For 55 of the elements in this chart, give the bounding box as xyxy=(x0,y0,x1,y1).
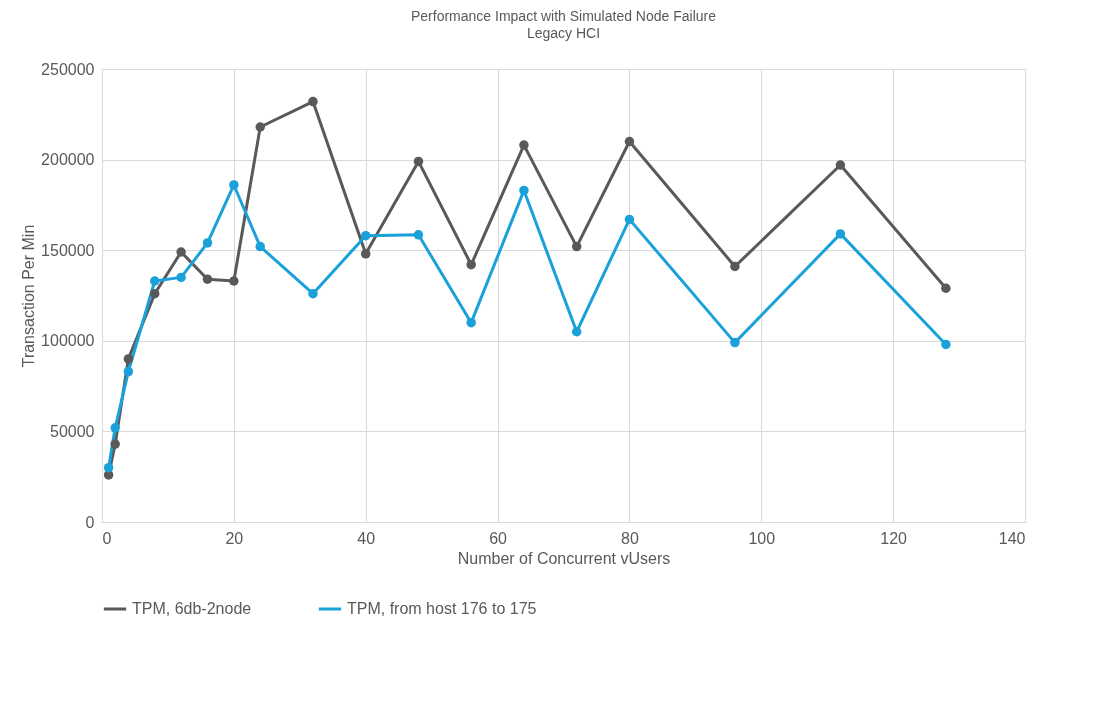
point xyxy=(255,241,265,252)
point xyxy=(413,156,424,167)
point xyxy=(255,122,265,132)
point xyxy=(519,140,529,150)
point xyxy=(103,462,114,473)
point xyxy=(202,274,213,284)
point xyxy=(229,180,239,190)
x-tick-label: 40 xyxy=(357,529,376,547)
y-tick-label: 0 xyxy=(85,513,95,531)
x-tick-label: 120 xyxy=(880,529,908,547)
point xyxy=(466,259,476,270)
point xyxy=(110,439,120,449)
point xyxy=(413,230,424,240)
point xyxy=(123,354,134,364)
point xyxy=(835,160,846,170)
point xyxy=(941,339,951,350)
point xyxy=(624,214,635,225)
point xyxy=(571,327,582,337)
x-tick-label: 80 xyxy=(621,529,639,547)
x-tick-label: 140 xyxy=(998,529,1026,547)
x-axis-title: Number of Concurrent vUsers xyxy=(457,549,671,567)
legend-label: TPM, 6db-2node xyxy=(132,600,252,617)
point xyxy=(624,136,635,147)
point xyxy=(308,96,318,107)
y-tick-label: 100000 xyxy=(41,332,95,350)
point xyxy=(150,288,160,299)
point xyxy=(730,261,740,272)
x-tick-label: 60 xyxy=(489,529,508,547)
point xyxy=(229,276,239,286)
point xyxy=(519,185,529,196)
chart-subtitle: Legacy HCI xyxy=(526,25,601,41)
point xyxy=(110,423,120,433)
x-tick-label: 0 xyxy=(102,529,112,547)
point xyxy=(360,230,371,241)
y-tick-label: 250000 xyxy=(41,60,95,78)
y-tick-label: 200000 xyxy=(41,151,95,169)
y-tick-label: 50000 xyxy=(50,422,95,440)
point xyxy=(360,249,371,259)
point xyxy=(202,238,213,248)
legend-label: TPM, from host 176 to 175 xyxy=(347,600,537,617)
y-tick-label: 150000 xyxy=(41,241,95,259)
point xyxy=(176,247,186,257)
point xyxy=(308,288,318,299)
point xyxy=(466,317,476,328)
point xyxy=(571,241,582,252)
point xyxy=(730,337,740,348)
point xyxy=(835,229,846,239)
y-axis-title: Transaction Per Min xyxy=(20,224,38,368)
x-tick-label: 100 xyxy=(748,529,776,547)
point xyxy=(941,283,951,293)
point xyxy=(150,276,160,286)
x-tick-label: 20 xyxy=(225,529,244,547)
point xyxy=(123,366,134,377)
point xyxy=(176,272,186,283)
chart-title: Performance Impact with Simulated Node Failure xyxy=(410,8,717,24)
